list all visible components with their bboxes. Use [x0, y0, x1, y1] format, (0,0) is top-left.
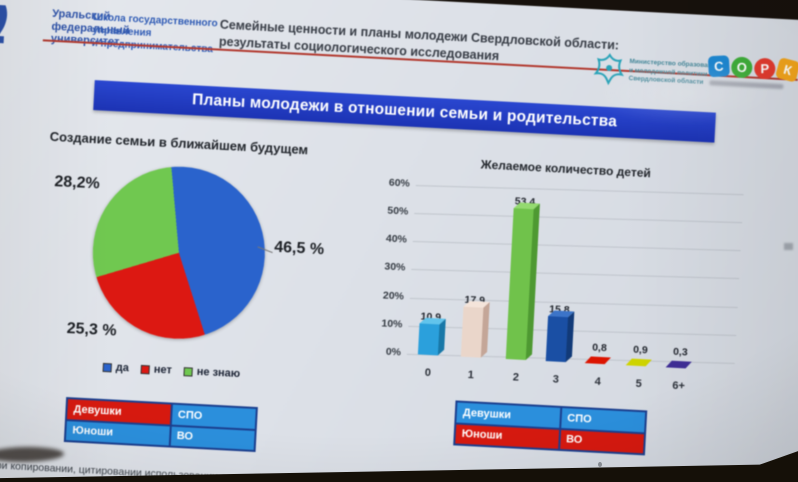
bar: [505, 208, 534, 361]
urfu-logo-icon: [0, 4, 8, 44]
legend-label: не знаю: [196, 365, 241, 381]
legend-swatch: [183, 366, 194, 377]
y-axis-tick: 50%: [387, 204, 409, 218]
bar: [545, 316, 569, 363]
ministry-logo-icon: [593, 53, 625, 86]
legend-label: да: [115, 361, 130, 375]
segment-cell-boys: Юноши: [64, 419, 171, 447]
y-axis-tick: 10%: [381, 317, 403, 331]
sork-tagline-smudge: [709, 80, 784, 90]
bar: [665, 360, 692, 369]
section-banner-text: Планы молодежи в отношении семьи и родит…: [191, 91, 618, 131]
bar: [460, 306, 484, 358]
legend-item: нет: [140, 363, 173, 377]
school-name: Школа государственного управления и пред…: [91, 11, 218, 56]
copyright-notice: © при копировании, цитировании использов…: [0, 458, 377, 482]
legend-item: да: [102, 361, 129, 374]
cursor-artifact: [784, 243, 793, 250]
sork-letter-badge: К: [774, 56, 798, 83]
slide-title: Семейные ценности и планы молодежи Сверд…: [219, 17, 620, 72]
y-axis-tick: 30%: [384, 260, 406, 274]
legend-item: не знаю: [183, 365, 240, 380]
pie-chart: [88, 162, 270, 344]
segment-cell-vo: ВО: [169, 425, 256, 451]
legend-label: нет: [153, 363, 173, 377]
dust-speck: [598, 462, 602, 467]
section-banner: Планы молодежи в отношении семьи и родит…: [93, 80, 716, 143]
x-axis-label: 0: [424, 366, 432, 380]
bar: [584, 356, 611, 365]
bar-group: 53,4 2: [500, 173, 541, 386]
legend-swatch: [102, 362, 113, 372]
segment-table-left: Девушки СПО Юноши ВО: [63, 397, 258, 453]
y-axis-tick: 0%: [385, 345, 402, 359]
sork-letter-badge: Р: [754, 57, 776, 80]
legend-swatch: [140, 364, 151, 374]
x-axis-label: 4: [594, 375, 602, 388]
sork-letter-badge: О: [730, 55, 754, 80]
segment-cell-boys: Юноши: [454, 422, 560, 450]
bar-value-label: 0,9: [632, 343, 649, 357]
pie-legend: да нет не знаю: [102, 361, 240, 380]
y-axis-tick: 40%: [385, 232, 408, 246]
y-axis-tick: 20%: [382, 289, 405, 303]
segment-cell-vo: ВО: [558, 428, 646, 455]
bar-group: 17,9 1: [455, 171, 496, 384]
bar-group: 10,9 0: [413, 168, 454, 381]
segment-table-right: Девушки СПО Юноши ВО: [453, 400, 648, 456]
ministry-name: Министерство образования и молодежной по…: [628, 58, 719, 88]
x-axis-label: 1: [467, 369, 475, 382]
sork-letter-badge: С: [707, 55, 730, 78]
x-axis-label: 3: [552, 373, 560, 386]
x-axis-label: 5: [635, 377, 643, 391]
pie-value-label: 25,3 %: [66, 319, 117, 340]
bar-value-label: 0,3: [672, 345, 688, 359]
y-axis-tick: 60%: [388, 176, 411, 190]
bar-value-label: 0,8: [591, 341, 608, 355]
pie-chart-title: Создание семьи в ближайшем будущем: [49, 128, 309, 158]
sork-logo: С О Р К: [707, 55, 798, 83]
x-axis-label: 2: [512, 371, 520, 384]
pie-value-label: 28,2%: [53, 173, 101, 193]
x-axis-label: 6+: [671, 379, 686, 393]
pie-value-label: 46,5 %: [273, 238, 325, 259]
bar: [417, 323, 440, 356]
bar: [625, 358, 652, 367]
bar-group: 0,8 4: [582, 177, 623, 390]
